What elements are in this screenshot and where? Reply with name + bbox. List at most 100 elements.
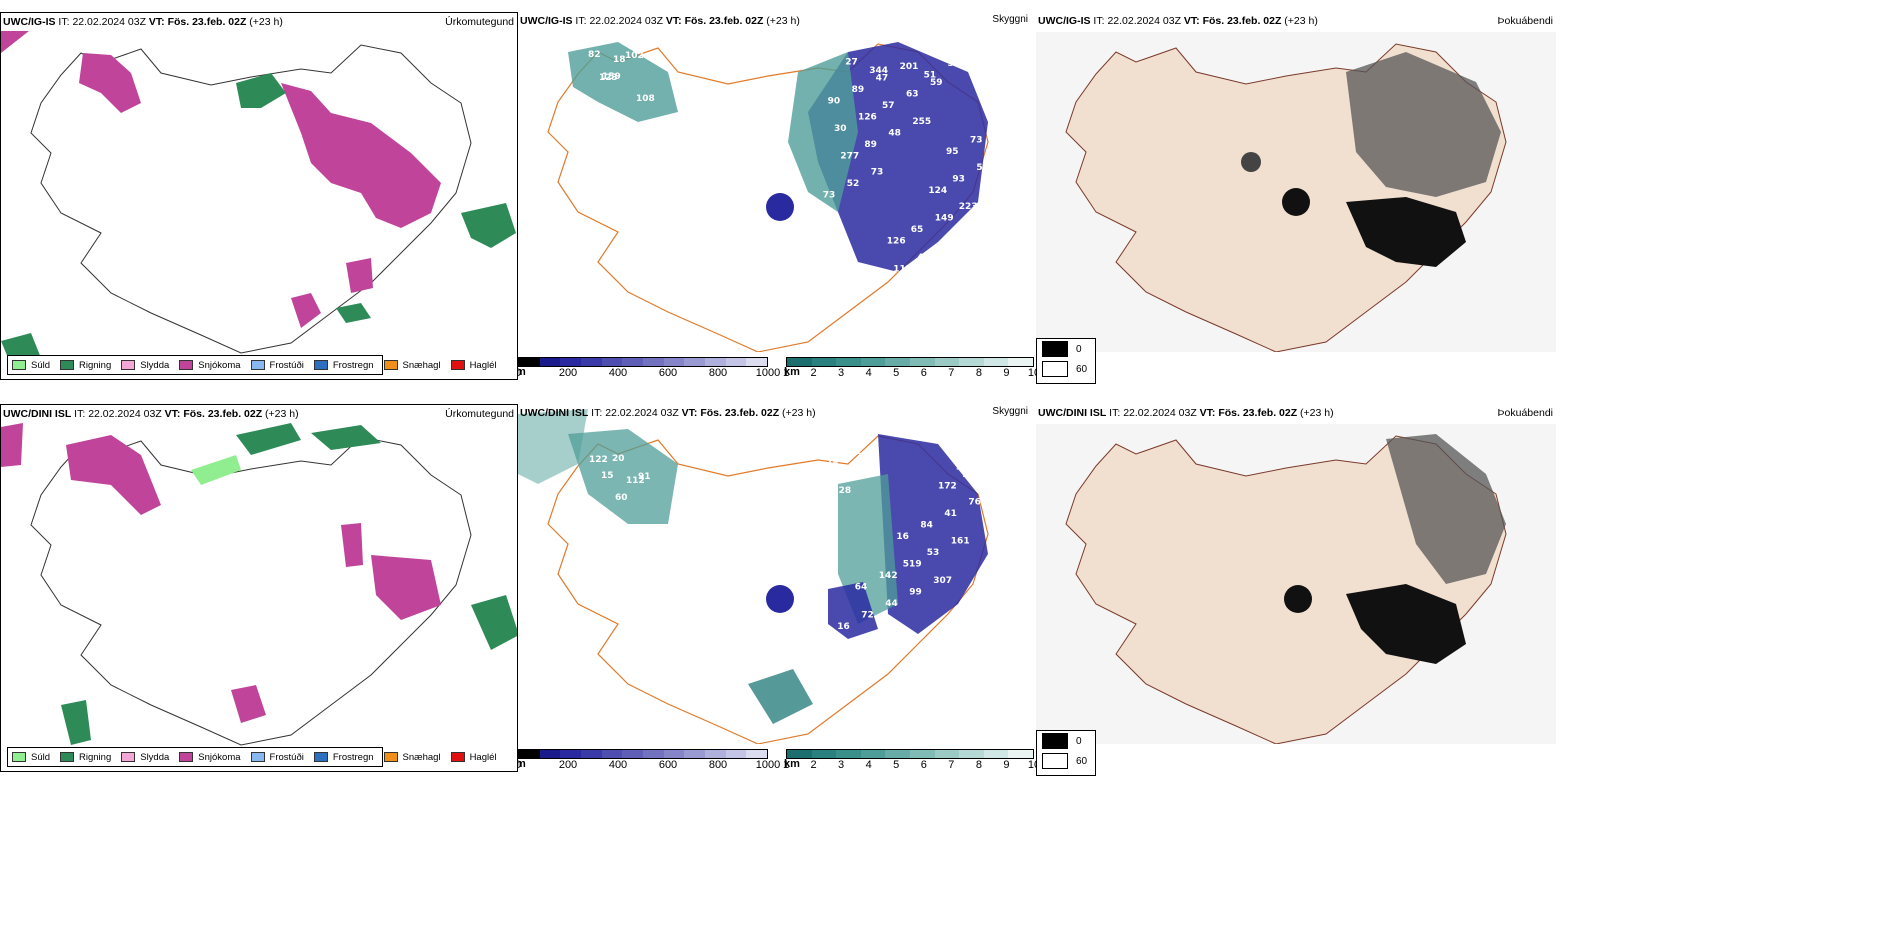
visibility-value-label: 72	[850, 447, 863, 457]
visibility-panel-row1: 82 102 159 123 108 18 192 255 79 73 59 57 48 56 52 63 56…	[518, 12, 1036, 380]
visibility-value-label: 73	[871, 168, 884, 178]
visibility-value-label: 57	[829, 218, 842, 228]
fog-dark-area	[1346, 197, 1466, 267]
colorbar-cell	[519, 358, 540, 366]
colorbar-strip	[786, 749, 1034, 759]
mid-vis-area	[568, 429, 678, 524]
legend-item: Haglél	[450, 752, 497, 763]
legend-label: Súld	[31, 359, 51, 371]
visibility-value-label: 95	[946, 147, 959, 157]
visibility-value-label: 223	[959, 202, 978, 212]
panel-title: Skyggni	[992, 406, 1028, 417]
colorbar-tick: 9	[1003, 367, 1010, 379]
legend-swatch	[383, 752, 398, 762]
fog-legend-row1: 0 60	[1036, 338, 1096, 384]
fog-panel-row2: UWC/DINI ISL IT: 22.02.2024 03Z VT: Fös.…	[1036, 404, 1556, 772]
colorbar-cell	[811, 750, 837, 758]
colorbar-m: 0 200 400 600 800 1000 m	[518, 749, 780, 771]
colorbar-tick: 9	[1003, 759, 1010, 771]
colorbar-tick: 1000	[755, 759, 781, 771]
colorbar-tick: 2	[810, 759, 817, 771]
panel-header: UWC/DINI ISL IT: 22.02.2024 03Z VT: Fös.…	[1038, 407, 1334, 419]
lead-time: (+23 h)	[1284, 15, 1318, 27]
visibility-value-label: 64	[855, 583, 868, 593]
fog-grey-area	[1346, 52, 1501, 197]
visibility-value-label: 76	[968, 498, 981, 508]
legend-swatch	[60, 752, 75, 762]
colorbar-tick: 7	[948, 367, 955, 379]
colorbar-tick: 6	[920, 759, 927, 771]
iceland-outline	[30, 44, 472, 354]
panel-title: Þokuábendi	[1497, 407, 1553, 419]
fog-legend-item: 0	[1037, 731, 1095, 751]
colorbar-unit: km	[784, 366, 800, 378]
precip-rain-area	[336, 303, 371, 323]
colorbar-cell	[622, 750, 644, 758]
fog-panel-row1: UWC/IG-IS IT: 22.02.2024 03Z VT: Fös. 23…	[1036, 12, 1556, 380]
fog-legend-item: 60	[1037, 359, 1095, 379]
precip-snow-area	[346, 258, 373, 293]
legend-label: Slydda	[140, 751, 170, 763]
precip-snow-area	[341, 523, 363, 567]
visibility-value-label: 89	[852, 85, 865, 95]
legend-swatch	[179, 752, 194, 762]
visibility-value-label: 161	[951, 537, 970, 547]
colorbar-cell	[560, 358, 582, 366]
colorbar-cell	[663, 750, 685, 758]
visibility-value-label: 172	[938, 482, 957, 492]
vt-value: Fös. 23.feb. 02Z	[167, 16, 247, 28]
colorbar-tick: 0	[518, 759, 521, 771]
colorbar-cell	[684, 358, 706, 366]
visibility-value-label: 48	[888, 129, 901, 139]
colorbar-cell	[787, 750, 812, 758]
visibility-value-label: 59	[930, 78, 943, 88]
it-value: 22.02.2024 03Z	[1107, 15, 1181, 27]
vt-label: VT:	[681, 407, 698, 419]
colorbar-tick: 6	[920, 367, 927, 379]
panel-header: UWC/IG-IS IT: 22.02.2024 03Z VT: Fös. 23…	[520, 15, 800, 27]
colorbar-cell	[725, 750, 747, 758]
colorbar-tick: 4	[865, 367, 872, 379]
legend-label: Haglél	[469, 359, 497, 371]
visibility-value-label: 277	[840, 152, 859, 162]
colorbar-cell	[622, 358, 644, 366]
mid-vis-area	[788, 52, 858, 212]
visibility-value-label: 82	[718, 477, 731, 487]
fog-legend-row2: 0 60	[1036, 730, 1096, 776]
panel-title: Úrkomutegund	[445, 408, 514, 420]
visibility-value-label: 89	[864, 140, 877, 150]
model-name: UWC/DINI ISL	[520, 407, 589, 419]
legend-swatch	[250, 360, 265, 370]
lead-time: (+23 h)	[782, 407, 816, 419]
colorbar-cell	[560, 750, 582, 758]
colorbar-tick: 7	[948, 759, 955, 771]
legend-label: Frostregn	[332, 359, 374, 371]
colorbar-cell	[581, 750, 602, 758]
visibility-value-label: 79	[972, 257, 985, 267]
visibility-value-label: 93	[952, 175, 965, 185]
fog-map-row1	[1036, 32, 1556, 352]
visibility-value-label: 90	[828, 96, 841, 106]
panel-title: Úrkomutegund	[445, 16, 514, 28]
model-name: UWC/DINI ISL	[3, 408, 72, 420]
visibility-value-label: 126	[858, 113, 877, 123]
visibility-value-label: 56	[948, 59, 961, 69]
lead-time: (+23 h)	[766, 15, 800, 27]
colorbar-cell	[539, 750, 561, 758]
precip-snow-area	[371, 555, 441, 620]
fog-legend-label: 60	[1076, 363, 1088, 375]
vt-value: Fös. 23.feb. 02Z	[1218, 407, 1298, 419]
visibility-value-label: 63	[906, 90, 919, 100]
colorbar-m: 0 200 400 600 800 1000 m	[518, 357, 780, 379]
precip-snow-corner	[1, 31, 29, 53]
colorbar-cell	[836, 750, 861, 758]
lead-time: (+23 h)	[249, 16, 283, 28]
fog-dark-area	[1346, 584, 1466, 664]
precip-snow-area	[66, 435, 161, 515]
visibility-value-label: 53	[927, 548, 940, 558]
colorbar-cell	[725, 358, 747, 366]
colorbar-cell	[746, 358, 768, 366]
visibility-value-label: 309	[941, 241, 960, 251]
